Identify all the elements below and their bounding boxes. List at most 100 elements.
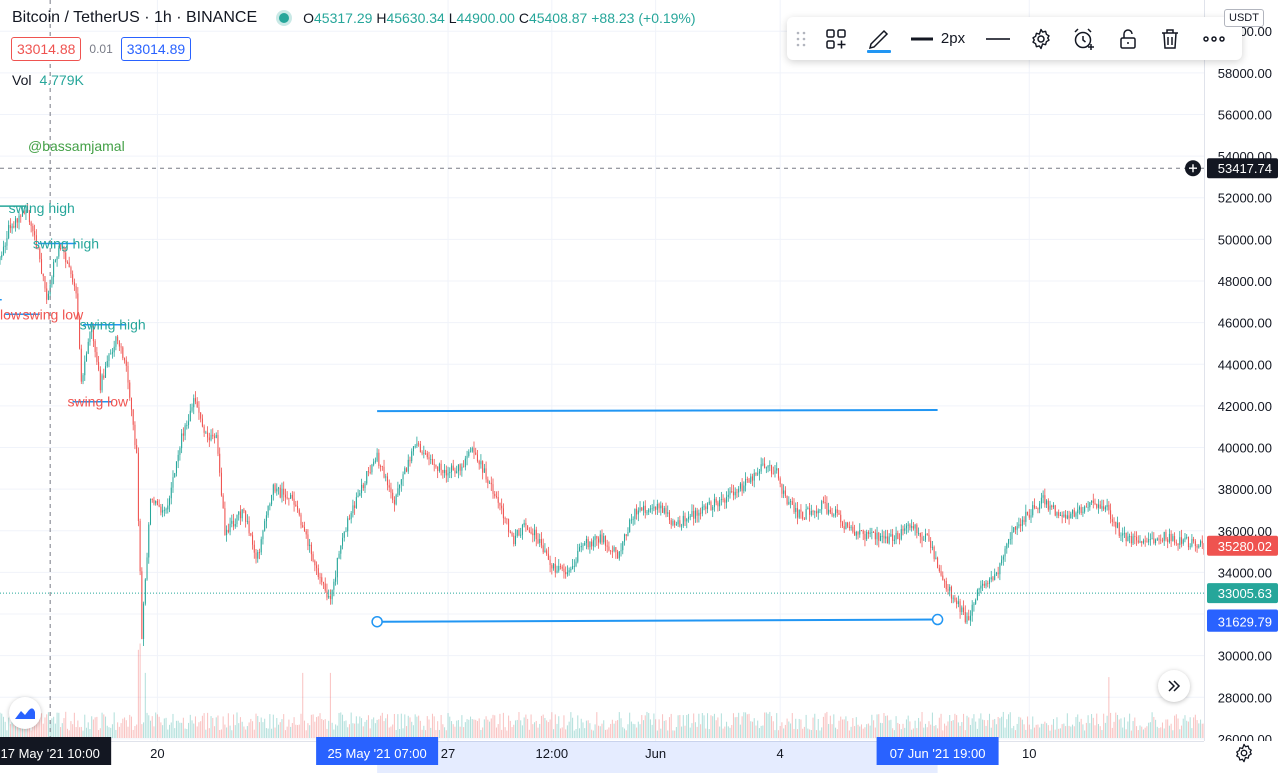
candle-body <box>155 501 157 504</box>
candle-body <box>470 451 472 453</box>
more-icon[interactable] <box>1191 17 1237 60</box>
tradingview-logo-icon[interactable] <box>9 697 41 729</box>
volume-bar <box>1075 717 1077 738</box>
volume-bar <box>819 730 821 738</box>
volume-bar <box>6 730 8 738</box>
volume-bar <box>693 713 695 738</box>
volume-bar <box>222 716 224 738</box>
volume-bar <box>975 721 977 738</box>
candle-body <box>106 360 108 367</box>
volume-bar <box>141 724 143 738</box>
volume-bar <box>757 720 759 738</box>
candle-body <box>1106 504 1108 508</box>
volume-bar <box>885 715 887 738</box>
market-status-icon <box>279 13 290 23</box>
volume-bar <box>264 718 266 738</box>
volume-bar <box>840 716 842 738</box>
volume-bar <box>419 720 421 738</box>
candle-body <box>613 547 615 551</box>
volume-bar <box>132 729 134 738</box>
volume-bar <box>731 725 733 738</box>
volume-bar <box>309 725 311 738</box>
candle-body <box>51 277 53 285</box>
volume-bar <box>923 727 925 738</box>
candle-body <box>862 530 864 534</box>
volume-bar <box>867 723 869 738</box>
drag-handle-icon[interactable] <box>787 17 815 60</box>
candle-body <box>122 347 124 359</box>
volume-bar <box>886 715 888 738</box>
candle-body <box>632 518 634 520</box>
candle-body <box>923 539 925 541</box>
volume-bar <box>952 720 954 738</box>
volume-bar <box>1011 728 1013 738</box>
candle-body <box>658 503 660 509</box>
candle-body <box>101 375 103 391</box>
candle-body <box>80 348 82 382</box>
candle-body <box>84 361 86 376</box>
candle-body <box>1070 513 1072 519</box>
candle-body <box>719 499 721 507</box>
candle-body <box>504 518 506 520</box>
candle-body <box>879 535 882 541</box>
candle-body <box>1006 543 1008 549</box>
candle-body <box>281 488 283 498</box>
candle-body <box>1080 507 1082 513</box>
volume-bar <box>68 730 70 738</box>
candle-body <box>634 508 636 519</box>
price-tick-label: 56000.00 <box>1218 107 1272 122</box>
volume-bar <box>738 712 740 738</box>
candle-body <box>516 529 518 536</box>
candle-body <box>61 246 63 249</box>
volume-bar <box>598 725 600 738</box>
candle-body <box>258 552 261 553</box>
trash-icon[interactable] <box>1149 17 1191 60</box>
volume-bar <box>89 728 91 738</box>
volume-bar <box>321 718 323 738</box>
volume-bar <box>165 717 167 738</box>
candle-body <box>601 534 603 543</box>
line-width-button[interactable]: 2px <box>901 17 975 60</box>
candle-body <box>826 503 828 514</box>
candle-body <box>565 572 567 575</box>
volume-bar <box>769 711 771 738</box>
candle-body <box>1051 505 1053 508</box>
volume-bar <box>732 713 734 738</box>
volume-bar <box>319 713 321 738</box>
candle-body <box>514 535 517 545</box>
volume-bar <box>1123 717 1125 738</box>
candle-body <box>421 452 423 454</box>
settings-gear-icon[interactable] <box>1232 741 1256 765</box>
volume-bar <box>84 714 86 738</box>
candle-body <box>118 340 120 347</box>
pencil-icon[interactable] <box>857 17 901 60</box>
volume-bar <box>338 712 340 738</box>
price-tick-label: 44000.00 <box>1218 357 1272 372</box>
sell-button[interactable]: 33014.88 <box>11 37 82 61</box>
symbol-title[interactable]: Bitcoin / TetherUS · 1h · BINANCE <box>12 9 258 26</box>
volume-bar <box>516 719 518 738</box>
unlock-icon[interactable] <box>1107 17 1149 60</box>
templates-icon[interactable] <box>815 17 857 60</box>
candle-body <box>309 544 311 546</box>
volume-bar <box>411 721 413 738</box>
scroll-to-realtime-button[interactable] <box>1158 670 1190 702</box>
gear-icon[interactable] <box>1021 17 1061 60</box>
volume-bar <box>404 714 406 738</box>
volume-bar <box>367 715 369 738</box>
currency-badge[interactable]: USDT <box>1224 9 1264 27</box>
buy-button[interactable]: 33014.89 <box>120 37 192 61</box>
candle-body <box>679 520 681 527</box>
candle-body <box>525 522 527 526</box>
candle-body <box>132 409 134 425</box>
alarm-icon[interactable] <box>1061 17 1107 60</box>
time-tick-label: 12:00 <box>536 746 569 761</box>
candle-body <box>893 539 895 541</box>
volume-bar <box>824 713 826 738</box>
candle-body <box>447 473 449 476</box>
volume-bar <box>918 717 920 738</box>
candle-body <box>997 572 999 575</box>
volume-bar <box>781 722 783 738</box>
line-style-icon[interactable] <box>975 17 1021 60</box>
